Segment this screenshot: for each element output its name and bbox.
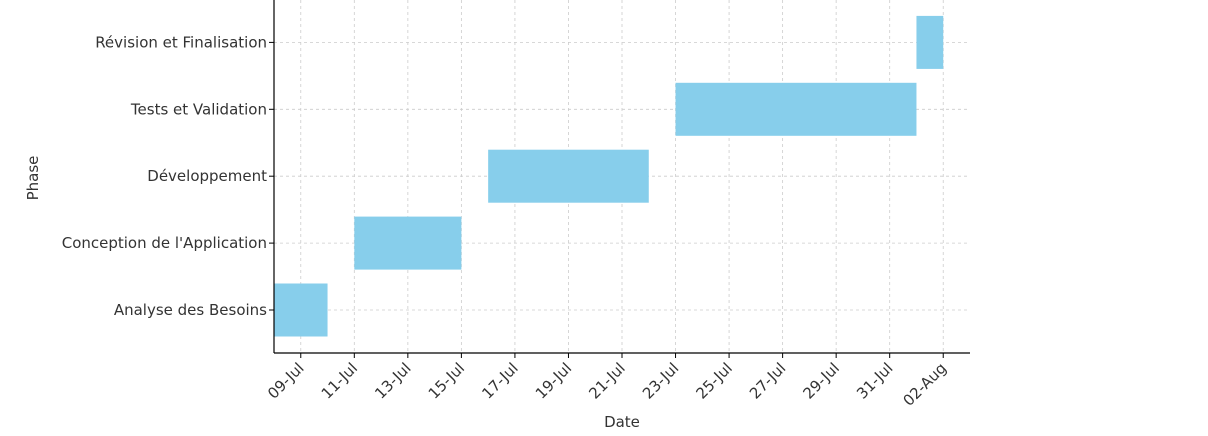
x-axis-title: Date (604, 413, 640, 431)
x-tick-label: 15-Jul (425, 359, 468, 402)
grid (274, 0, 970, 353)
gantt-bar (675, 82, 917, 136)
gantt-bar (354, 216, 462, 270)
x-ticks: 09-Jul 11-Jul 13-Jul 15-Jul 17-Jul 19-Jul 21-J… (264, 353, 950, 410)
x-tick-label: 25-Jul (692, 359, 735, 402)
y-ticks: Analyse des Besoins Conception de l'Appli… (62, 33, 274, 319)
y-tick-label: Conception de l'Application (62, 234, 267, 252)
x-tick-label: 09-Jul (264, 359, 307, 402)
gantt-bar (916, 15, 944, 69)
x-tick-label: 02-Aug (900, 359, 951, 410)
y-tick-label: Révision et Finalisation (95, 33, 267, 51)
x-tick-label: 19-Jul (532, 359, 575, 402)
y-axis-title: Phase (24, 156, 42, 201)
x-tick-label: 21-Jul (585, 359, 628, 402)
y-tick-label: Développement (147, 167, 267, 185)
x-tick-label: 27-Jul (746, 359, 789, 402)
gantt-bar (488, 149, 649, 203)
gantt-bar (274, 283, 328, 337)
x-tick-label: 23-Jul (639, 359, 682, 402)
y-tick-label: Analyse des Besoins (114, 301, 267, 319)
x-tick-label: 31-Jul (853, 359, 896, 402)
bars (274, 15, 944, 337)
x-tick-label: 29-Jul (800, 359, 843, 402)
x-tick-label: 13-Jul (371, 359, 414, 402)
x-tick-label: 11-Jul (318, 359, 361, 402)
y-tick-label: Tests et Validation (130, 100, 267, 118)
x-tick-label: 17-Jul (478, 359, 521, 402)
